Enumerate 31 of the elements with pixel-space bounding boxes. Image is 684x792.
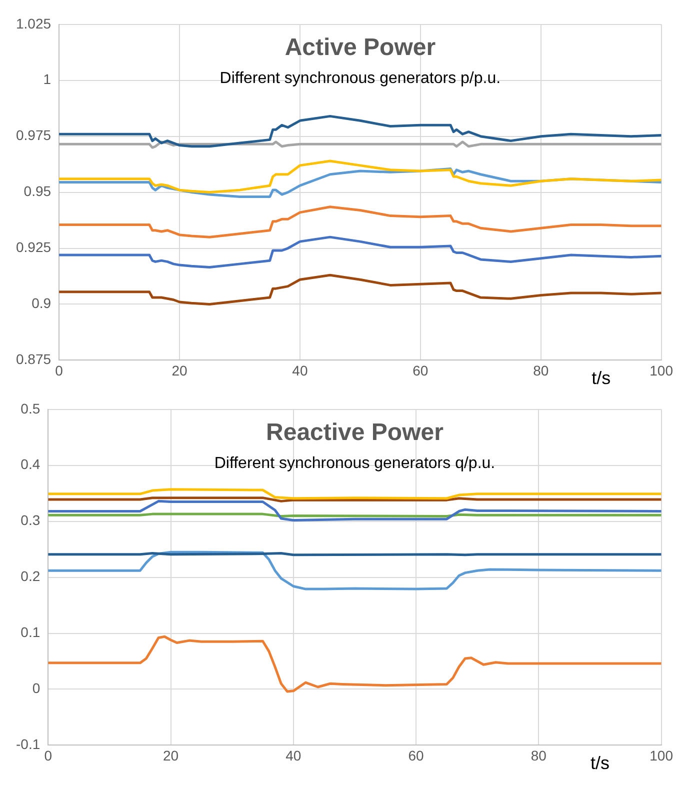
- y-tick-label: 0.4: [20, 456, 40, 472]
- x-tick-label: 20: [162, 747, 179, 764]
- x-tick-label: 80: [533, 362, 549, 378]
- x-tick-label: 60: [412, 362, 428, 378]
- x-tick-label: 80: [530, 747, 547, 764]
- x-tick-label: 60: [408, 747, 424, 764]
- x-tick-label: 0: [55, 362, 64, 378]
- y-tick-label: 0.925: [16, 239, 52, 256]
- y-tick-label: 1: [43, 71, 52, 88]
- text: Different synchronous generators q/p.u.: [214, 454, 496, 472]
- chart-title: Active Power: [284, 34, 436, 62]
- x-tick-label: 100: [650, 747, 674, 764]
- x-axis-title: t/s: [590, 753, 610, 774]
- y-tick-label: 0.1: [20, 624, 40, 640]
- x-axis-title: t/s: [592, 368, 611, 388]
- chart-title: Reactive Power: [266, 419, 444, 446]
- y-tick-label: 0: [32, 680, 40, 696]
- x-tick-label: 40: [292, 362, 308, 378]
- y-tick-label: 0.3: [20, 512, 40, 528]
- y-tick-label: 0.875: [16, 351, 52, 368]
- text: Different synchronous generators p/p.u.: [220, 70, 501, 87]
- y-tick-label: 0.95: [24, 183, 52, 200]
- y-tick-label: 0.2: [20, 568, 40, 584]
- y-tick-label: -0.1: [16, 736, 40, 752]
- y-tick-label: 0.5: [20, 400, 40, 416]
- y-tick-label: 1.025: [16, 15, 52, 32]
- x-tick-label: 40: [286, 747, 302, 764]
- x-tick-label: 100: [650, 362, 674, 378]
- y-tick-label: 0.975: [16, 127, 52, 144]
- x-tick-label: 20: [172, 362, 188, 378]
- y-tick-label: 0.9: [32, 295, 52, 312]
